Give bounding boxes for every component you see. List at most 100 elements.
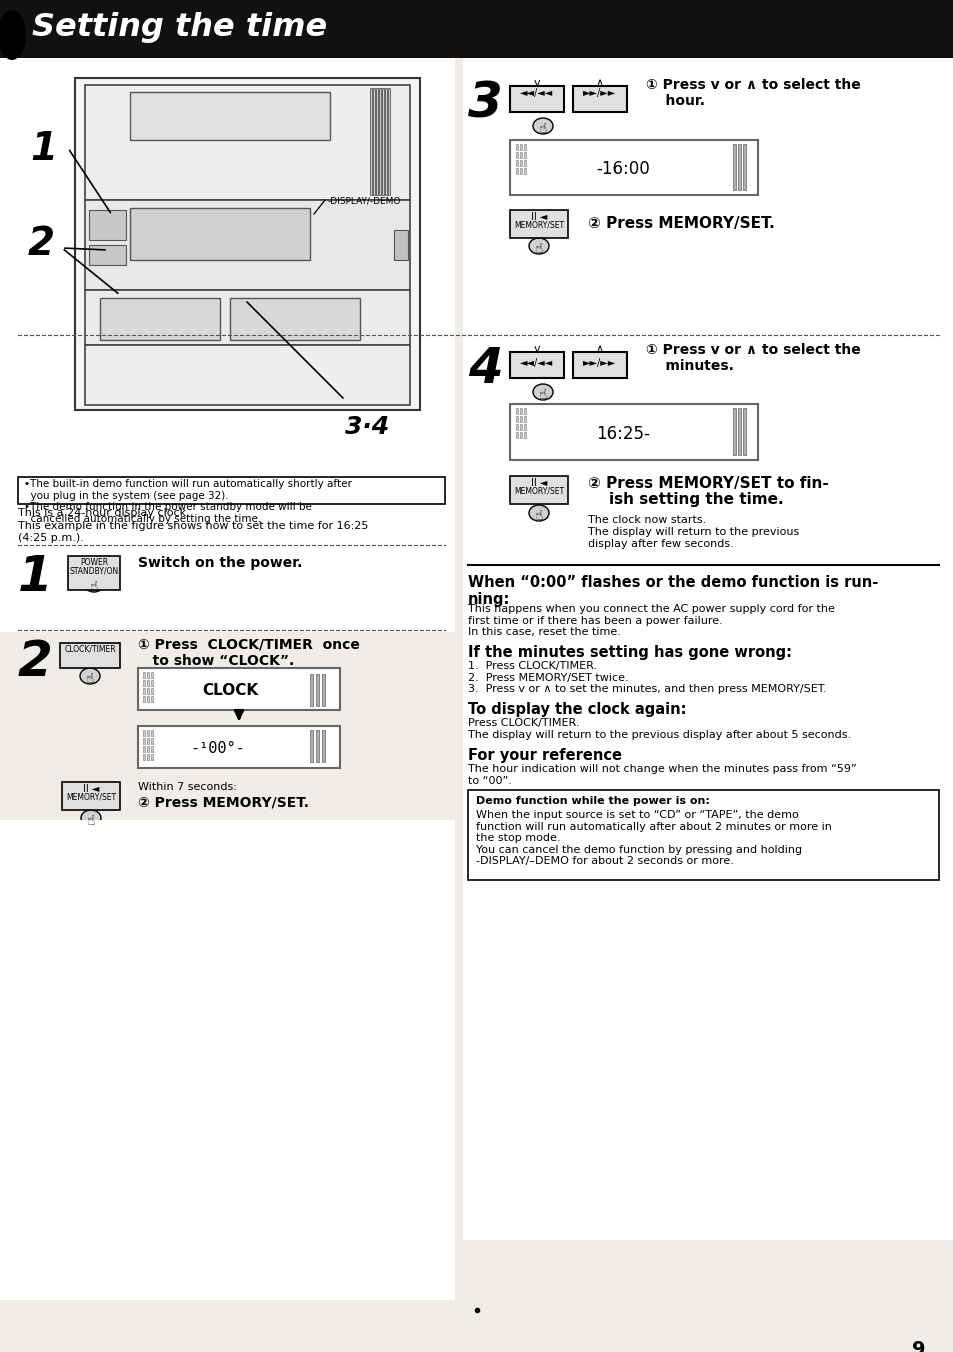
Text: Demo function while the power is on:: Demo function while the power is on: [476,796,709,806]
Bar [130,92,330,141]
Text: ☝: ☝ [535,508,542,523]
Bar [68,556,120,589]
Text: ② Press MEMORY/SET to fin-: ② Press MEMORY/SET to fin- [587,476,828,491]
Bar [516,433,517,438]
Text: •The built-in demo function will run automatically shortly after
  you plug in t: •The built-in demo function will run aut… [24,479,352,523]
Text: ② Press MEMORY/SET.: ② Press MEMORY/SET. [587,216,774,231]
Ellipse shape [81,810,101,826]
Text: ►►/►►: ►►/►► [583,88,616,97]
Bar [147,730,149,735]
Text: 3·4: 3·4 [345,415,389,439]
Bar [742,408,745,456]
Text: ish setting the time.: ish setting the time. [587,492,782,507]
Text: ☝: ☝ [86,672,94,685]
Circle shape [360,214,375,227]
Bar [147,672,149,677]
Text: ☝: ☝ [90,580,98,594]
Text: ∧: ∧ [596,78,603,88]
Text: ☝: ☝ [538,122,547,137]
Ellipse shape [529,238,548,254]
Text: MEMORY/SET: MEMORY/SET [66,794,116,802]
Bar [516,151,517,158]
Bar [0,58,455,475]
Text: This happens when you connect the AC power supply cord for the
first time or if : This happens when you connect the AC pow… [468,604,834,637]
Bar [510,476,567,504]
Bar [523,168,525,174]
Bar [130,208,310,260]
Bar [510,87,563,112]
Bar [75,78,419,410]
Bar [310,675,313,706]
Bar [370,88,372,195]
Text: II ◄: II ◄ [530,212,547,222]
Ellipse shape [337,226,382,270]
Text: ∧: ∧ [596,343,603,354]
Bar [519,416,521,422]
Text: If the minutes setting has gone wrong:: If the minutes setting has gone wrong: [468,645,791,660]
Bar [519,168,521,174]
Text: -16:00: -16:00 [596,160,649,178]
Text: POWER: POWER [80,558,108,566]
Bar [510,404,758,460]
Bar [315,675,318,706]
Bar [510,141,758,195]
Ellipse shape [0,9,26,59]
Bar [516,425,517,430]
Ellipse shape [190,675,270,703]
Text: ① Press v or ∧ to select the: ① Press v or ∧ to select the [645,343,860,357]
Text: 1: 1 [18,553,52,602]
Bar [523,416,525,422]
Bar [89,210,126,241]
Bar [732,145,735,191]
Bar [394,230,408,260]
Bar [462,565,953,1240]
Text: ◄◄/◄◄: ◄◄/◄◄ [519,88,553,97]
Bar [742,145,745,191]
Text: II ◄: II ◄ [530,479,547,488]
Bar [516,416,517,422]
Bar [151,746,152,752]
Text: The clock now starts.: The clock now starts. [587,515,705,525]
Text: The display will return to the previous
display after few seconds.: The display will return to the previous … [587,527,799,549]
Text: ☝: ☝ [87,814,95,827]
Bar [519,408,521,414]
Bar [62,781,120,810]
Text: 9: 9 [911,1340,924,1352]
Bar [0,475,455,506]
Bar [138,726,339,768]
Bar [100,297,220,339]
Bar [147,754,149,760]
Text: v: v [533,78,539,88]
Text: This example in the figure shows how to set the time for 16:25
(4:25 p.m.).: This example in the figure shows how to … [18,521,368,542]
Ellipse shape [100,393,120,406]
Bar [151,754,152,760]
Bar [151,680,152,685]
Bar [385,88,387,195]
Text: STANDBY/ON: STANDBY/ON [70,566,118,575]
Text: 1: 1 [30,130,57,168]
Text: Switch on the power.: Switch on the power. [138,556,302,571]
Bar [315,730,318,763]
Bar [18,477,444,504]
Ellipse shape [533,118,553,134]
Bar [523,160,525,166]
Text: CLOCK/TIMER: CLOCK/TIMER [64,644,115,653]
Text: to show “CLOCK”.: to show “CLOCK”. [138,654,294,668]
Bar [516,168,517,174]
Text: II ◄: II ◄ [83,784,99,794]
Text: ② Press MEMORY/SET.: ② Press MEMORY/SET. [138,796,309,810]
Bar [516,160,517,166]
Bar [516,145,517,150]
Bar [230,297,359,339]
Bar [147,746,149,752]
Bar [573,87,626,112]
Bar [85,85,410,200]
Ellipse shape [529,506,548,521]
Bar [151,688,152,694]
Text: CLOCK: CLOCK [202,683,258,698]
Bar [85,200,410,289]
Text: -DISPLAY/-DEMO: -DISPLAY/-DEMO [328,196,401,206]
Text: Setting the time: Setting the time [32,12,327,43]
Bar [147,738,149,744]
Bar [322,730,325,763]
